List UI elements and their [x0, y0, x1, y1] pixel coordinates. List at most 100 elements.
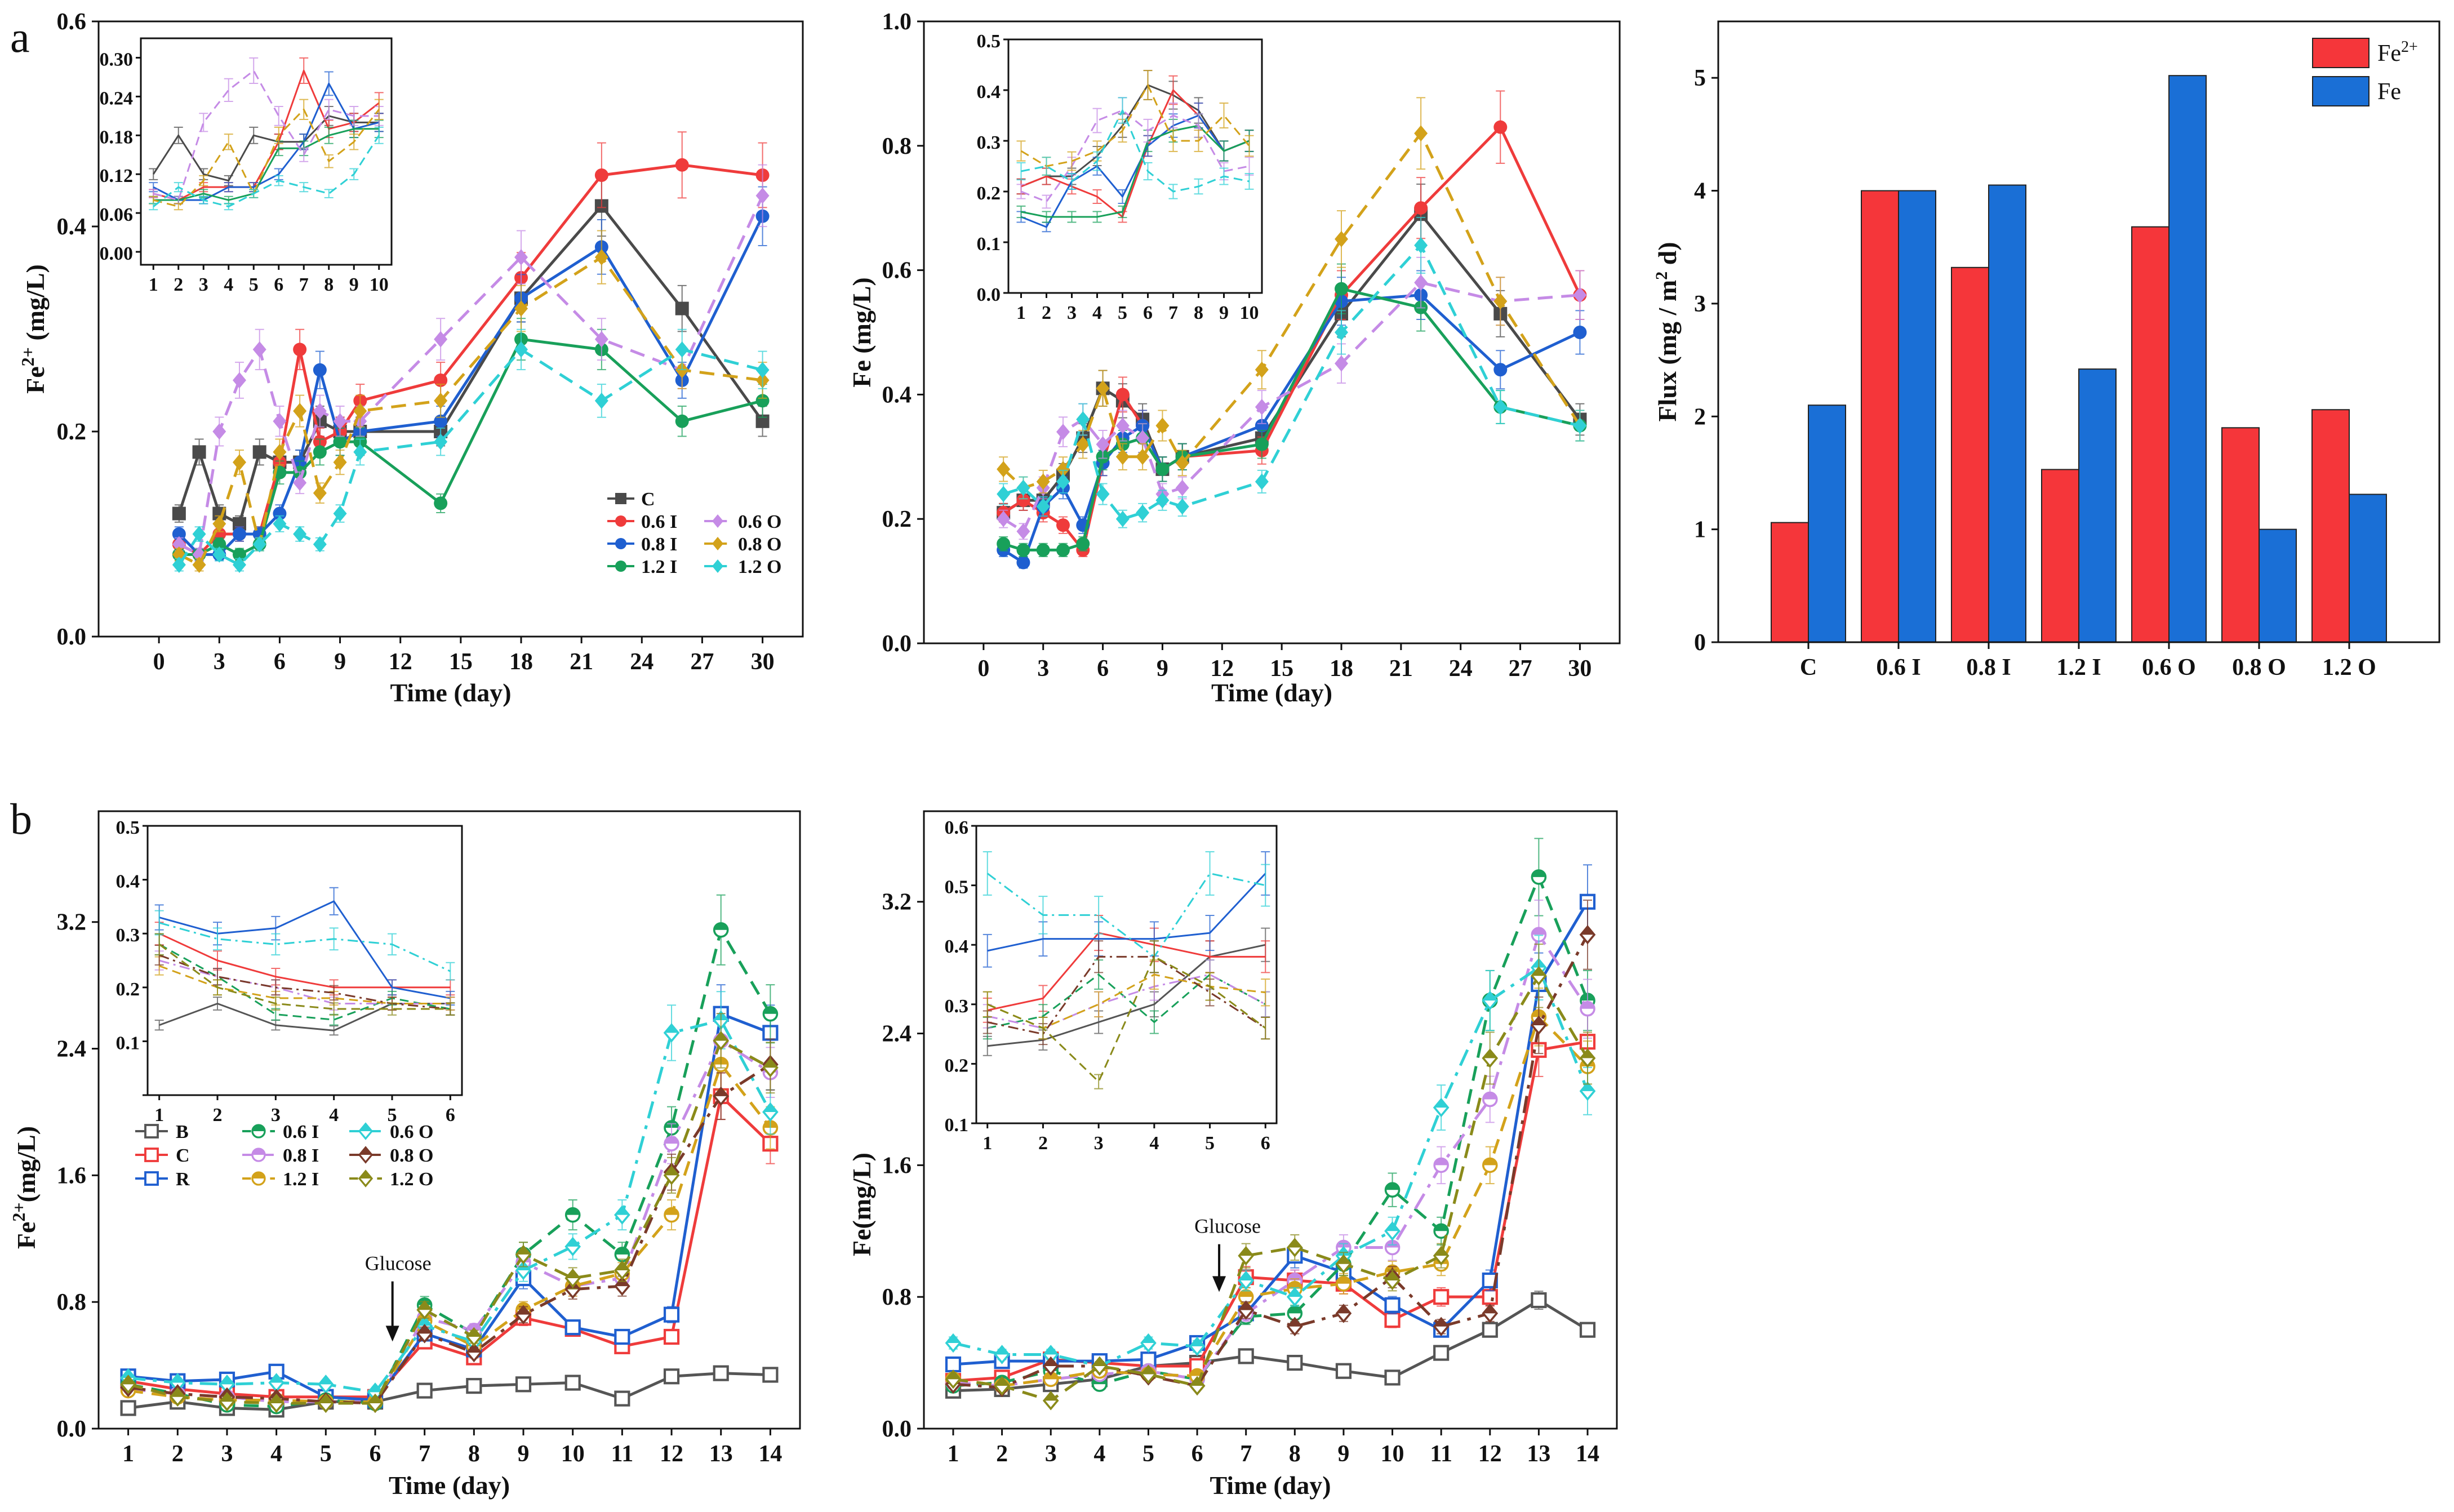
error-bar	[446, 962, 455, 981]
data-point	[1573, 326, 1587, 339]
x-tick-label: 3	[1094, 1133, 1104, 1154]
data-point	[1016, 555, 1030, 570]
error-bar	[149, 168, 158, 180]
data-point	[1433, 1317, 1450, 1337]
error-bar	[1042, 211, 1051, 223]
data-point	[1414, 237, 1428, 254]
error-bar	[1067, 211, 1077, 223]
y-tick-label: 0.6	[945, 817, 969, 838]
data-point	[614, 1247, 630, 1262]
data-point	[762, 1006, 779, 1022]
data-point	[1433, 1157, 1449, 1173]
data-point	[997, 537, 1011, 551]
data-point	[664, 1136, 679, 1151]
series-line	[953, 933, 1589, 1388]
error-bar	[1118, 97, 1127, 124]
x-tick-label: 7	[1240, 1441, 1252, 1467]
data-point	[1043, 1371, 1059, 1388]
series-line	[158, 944, 451, 1021]
x-tick-label: 2	[1042, 303, 1051, 323]
series-1.2-o	[1016, 97, 1254, 199]
error-bar	[224, 134, 233, 150]
bar-0.8-o-fe2	[2221, 427, 2260, 643]
data-point	[997, 486, 1011, 502]
x-tick-label: 10	[561, 1441, 585, 1467]
legend-label: 1.2 I	[641, 557, 677, 577]
error-bar	[1016, 140, 1026, 162]
data-point	[594, 331, 608, 348]
error-bar	[1042, 194, 1051, 209]
error-bar	[1143, 118, 1153, 143]
series-1.2-o	[997, 216, 1587, 528]
x-tick-label: 4	[270, 1441, 282, 1467]
annotation-arrow-head	[385, 1326, 399, 1342]
error-bar	[271, 933, 281, 956]
x-tick-label: 11	[1430, 1441, 1452, 1467]
data-point	[293, 403, 307, 419]
inset-frame	[975, 825, 1278, 1124]
x-tick-label: 0.8 O	[2232, 655, 2286, 681]
data-point	[333, 413, 347, 430]
data-point	[1115, 417, 1130, 434]
error-bar	[1067, 173, 1077, 190]
data-point	[1433, 1223, 1449, 1239]
x-tick-label: 3	[221, 1441, 233, 1467]
error-bar	[1038, 896, 1048, 935]
series-line	[1002, 132, 1581, 490]
data-point	[675, 158, 689, 172]
data-point	[1482, 1048, 1499, 1068]
error-bar	[299, 57, 309, 84]
data-point	[1414, 125, 1428, 142]
y-tick-label: 0.12	[100, 166, 134, 186]
legend-label: 0.6 I	[641, 512, 677, 532]
data-point	[614, 1205, 630, 1225]
data-point	[564, 1375, 581, 1391]
x-tick-label: 13	[1527, 1441, 1550, 1467]
series-line	[987, 955, 1266, 1035]
error-bar	[199, 175, 208, 186]
error-bar	[1205, 972, 1215, 1001]
x-tick-label: C	[1800, 655, 1817, 681]
error-bar	[274, 126, 283, 144]
x-tick-label: 30	[751, 649, 775, 675]
x-tick-label: 4	[329, 1105, 339, 1126]
plot-frame	[923, 810, 1618, 1430]
y-tick-label: 0.0	[882, 631, 912, 657]
data-point	[1056, 461, 1070, 478]
error-bar	[374, 99, 384, 121]
series-0.6-o	[149, 57, 384, 204]
panel-label-b: b	[10, 794, 32, 843]
data-point	[514, 300, 528, 317]
x-tick-label: 6	[274, 649, 286, 675]
y-tick-label: 0.4	[57, 214, 87, 240]
data-point	[1482, 990, 1499, 1011]
data-point	[1175, 455, 1189, 472]
series-line	[1020, 84, 1250, 167]
data-point	[1573, 417, 1587, 434]
y-tick-label: 1	[1694, 517, 1706, 543]
data-point	[1175, 498, 1189, 515]
y-tick-label: 2.4	[882, 1021, 912, 1047]
data-point	[1115, 388, 1130, 402]
x-tick-label: 10	[370, 274, 389, 295]
data-point	[663, 1328, 680, 1345]
data-point	[1482, 1091, 1498, 1108]
data-point	[1414, 201, 1428, 215]
legend-marker	[251, 1171, 266, 1186]
data-point	[1076, 436, 1090, 453]
data-point	[1155, 417, 1170, 434]
x-tick-label: 6	[1097, 656, 1109, 682]
data-point	[564, 1268, 581, 1288]
error-bar	[1205, 915, 1215, 951]
error-bar	[174, 203, 183, 211]
data-point	[1096, 436, 1110, 453]
data-point	[664, 1207, 679, 1223]
data-point	[169, 1387, 186, 1407]
data-point	[997, 510, 1011, 527]
error-bar	[1092, 108, 1102, 134]
data-point	[762, 1102, 779, 1122]
series-line	[1021, 124, 1250, 218]
data-point	[755, 362, 770, 379]
data-point	[212, 515, 226, 532]
